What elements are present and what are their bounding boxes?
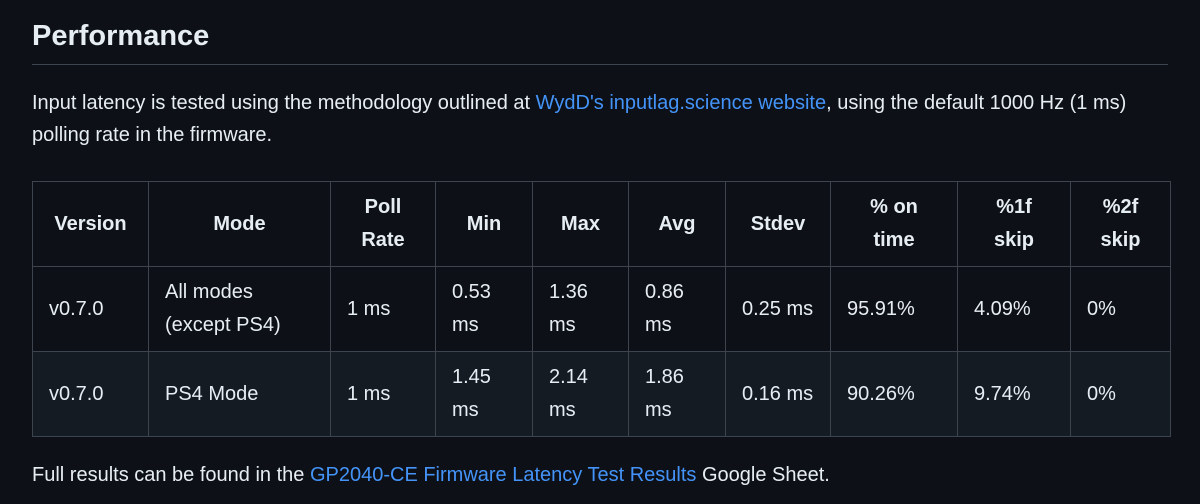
header-text: Version bbox=[54, 212, 127, 235]
table-row: v0.7.0 PS4 Mode 1 ms 1.45 ms 2.14 ms 1.86 ms 0… bbox=[32, 351, 1171, 437]
header-cell: Version bbox=[32, 181, 149, 267]
table-cell: 0.86 ms bbox=[628, 266, 726, 352]
table-row: v0.7.0 All modes (except PS4) 1 ms 0.53 ms 1… bbox=[32, 266, 1171, 352]
header-text: % on time bbox=[870, 196, 918, 251]
header-text: Avg bbox=[658, 212, 696, 235]
header-text: Min bbox=[466, 212, 502, 235]
intro: Input latency is tested using the method… bbox=[32, 87, 1168, 151]
header-cell: % on time bbox=[830, 181, 958, 267]
table-cell: 1.36 ms bbox=[532, 266, 629, 352]
link[interactable]: WydD's inputlag.science website bbox=[535, 92, 827, 114]
text: Google Sheet. bbox=[696, 464, 830, 486]
table-cell: 1.45 ms bbox=[435, 351, 533, 437]
header-cell: Min bbox=[435, 181, 533, 267]
table-cell: All modes (except PS4) bbox=[148, 266, 331, 352]
table-cell: 0.16 ms bbox=[725, 351, 831, 437]
table-cell: 2.14 ms bbox=[532, 351, 629, 437]
table-cell: 95.91% bbox=[830, 266, 958, 352]
table-cell: v0.7.0 bbox=[32, 266, 149, 352]
header-cell: Poll Rate bbox=[330, 181, 436, 267]
header-text: Poll Rate bbox=[361, 196, 405, 251]
table-cell: 1 ms bbox=[330, 351, 436, 437]
header-cell: %1f skip bbox=[957, 181, 1071, 267]
header-text: %1f skip bbox=[993, 196, 1035, 251]
table-cell: 90.26% bbox=[830, 351, 958, 437]
table-body: v0.7.0 All modes (except PS4) 1 ms 0.53 ms 1… bbox=[32, 266, 1171, 437]
table-cell: 1 ms bbox=[330, 266, 436, 352]
text: Full results can be found in the bbox=[32, 464, 310, 486]
header-text: Max bbox=[561, 212, 600, 235]
heading: Performance bbox=[32, 0, 1168, 65]
header-cell: Avg bbox=[628, 181, 726, 267]
table-cell: PS4 Mode bbox=[148, 351, 331, 437]
header-cell: Mode bbox=[148, 181, 331, 267]
text: , using the default 1000 Hz (1 ms) polli… bbox=[32, 92, 1127, 146]
header-row: Version Mode Poll Rate Min Max Avg Stdev % on t… bbox=[32, 181, 1171, 267]
header-cell: %2f skip bbox=[1070, 181, 1171, 267]
table-cell: 0.25 ms bbox=[725, 266, 831, 352]
table-cell: 0% bbox=[1070, 351, 1171, 437]
table-cell: 0.53 ms bbox=[435, 266, 533, 352]
header-cell: Stdev bbox=[725, 181, 831, 267]
header-text: %2f skip bbox=[1100, 196, 1141, 251]
footer: Full results can be found in the GP2040-… bbox=[32, 459, 1168, 491]
text: Input latency is tested using the method… bbox=[32, 92, 536, 114]
header-cell: Max bbox=[532, 181, 629, 267]
table-cell: v0.7.0 bbox=[32, 351, 149, 437]
header-text: Mode bbox=[213, 212, 266, 235]
link[interactable]: GP2040-CE Firmware Latency Test Results bbox=[309, 464, 697, 486]
results-table: Version Mode Poll Rate Min Max Avg Stdev % on t… bbox=[32, 181, 1171, 437]
table-cell: 1.86 ms bbox=[628, 351, 726, 437]
table-cell: 9.74% bbox=[957, 351, 1071, 437]
header-text: Stdev bbox=[750, 212, 806, 235]
table-cell: 0% bbox=[1070, 266, 1171, 352]
table-cell: 4.09% bbox=[957, 266, 1071, 352]
